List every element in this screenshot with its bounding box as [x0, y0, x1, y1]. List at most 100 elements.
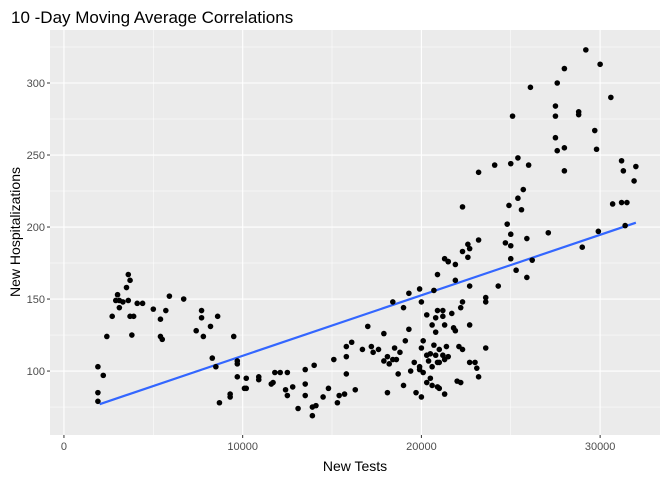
- data-point: [284, 369, 291, 376]
- data-point: [509, 113, 516, 119]
- data-point: [311, 362, 317, 369]
- data-point: [150, 306, 157, 312]
- data-point: [359, 346, 366, 353]
- axis-ticks: 0 10000 20000 30000 100 150 200 250 300: [27, 78, 616, 453]
- data-point: [416, 286, 423, 292]
- data-point: [313, 402, 319, 409]
- data-point: [609, 201, 616, 207]
- data-point: [193, 327, 199, 334]
- data-point: [475, 237, 482, 243]
- data-point: [432, 352, 439, 359]
- data-point: [402, 338, 409, 344]
- data-point: [284, 392, 291, 399]
- data-point: [420, 369, 426, 376]
- data-point: [234, 361, 241, 367]
- data-point: [618, 199, 625, 206]
- data-point: [200, 333, 207, 340]
- data-point: [400, 304, 407, 311]
- data-point: [395, 371, 401, 377]
- data-point: [216, 399, 223, 406]
- data-point: [622, 222, 628, 229]
- data-point: [591, 127, 598, 134]
- data-point: [507, 242, 514, 249]
- data-point: [214, 313, 221, 320]
- data-point: [331, 356, 337, 363]
- data-point: [343, 343, 350, 350]
- data-point: [620, 168, 627, 174]
- data-point: [440, 313, 446, 320]
- y-tick-label: 200: [27, 222, 45, 234]
- data-point: [441, 322, 448, 328]
- data-point: [459, 346, 466, 353]
- data-point: [95, 398, 101, 405]
- data-point: [527, 84, 534, 91]
- data-point: [343, 353, 350, 360]
- data-point: [407, 368, 414, 374]
- data-point: [207, 323, 214, 330]
- data-point: [429, 322, 435, 328]
- chart-title: 10 -Day Moving Average Correlations: [11, 8, 293, 27]
- data-point: [618, 157, 625, 164]
- data-point: [289, 384, 296, 390]
- data-point: [431, 342, 437, 348]
- data-point: [230, 333, 237, 340]
- data-point: [127, 277, 133, 284]
- data-point: [123, 284, 130, 291]
- data-point: [561, 65, 568, 72]
- data-point: [425, 358, 432, 364]
- data-point: [608, 94, 614, 101]
- data-point: [391, 345, 398, 351]
- data-point: [348, 339, 355, 346]
- data-point: [552, 134, 559, 141]
- data-point: [418, 345, 425, 351]
- data-point: [213, 363, 219, 370]
- data-point: [518, 206, 525, 213]
- data-point: [209, 355, 216, 361]
- data-point: [295, 405, 301, 412]
- data-point: [381, 358, 387, 364]
- data-point: [432, 314, 439, 321]
- trend-line-group: [99, 221, 637, 406]
- data-point: [95, 363, 101, 370]
- data-point: [320, 394, 326, 400]
- points-group: [95, 47, 639, 419]
- x-tick-label: 20000: [406, 441, 437, 453]
- data-point: [452, 277, 459, 284]
- data-point: [427, 350, 434, 357]
- data-point: [459, 204, 466, 210]
- data-point: [309, 412, 316, 419]
- data-point: [465, 241, 471, 248]
- trend-line: [99, 221, 637, 406]
- data-point: [474, 365, 480, 371]
- plot-panel: [50, 30, 660, 435]
- data-point: [466, 359, 473, 366]
- data-point: [234, 374, 241, 380]
- data-point: [384, 353, 391, 360]
- data-point: [336, 392, 342, 399]
- data-point: [384, 389, 391, 396]
- data-point: [466, 322, 473, 328]
- data-point: [452, 327, 459, 334]
- data-point: [400, 382, 407, 389]
- data-point: [343, 371, 350, 377]
- data-point: [502, 240, 509, 246]
- data-point: [595, 228, 602, 235]
- data-point: [507, 160, 514, 167]
- data-point: [466, 283, 473, 289]
- data-point: [431, 287, 437, 294]
- data-point: [406, 290, 412, 297]
- data-point: [139, 300, 146, 307]
- data-point: [429, 363, 435, 370]
- data-point: [482, 299, 489, 305]
- data-point: [393, 356, 400, 363]
- data-point: [552, 103, 559, 109]
- data-point: [125, 271, 132, 278]
- data-point: [420, 338, 426, 344]
- data-point: [515, 155, 521, 161]
- data-point: [579, 244, 586, 250]
- data-point: [268, 381, 275, 387]
- data-point: [597, 61, 603, 68]
- data-point: [243, 385, 250, 392]
- x-axis-title: New Tests: [323, 458, 387, 474]
- data-point: [423, 312, 430, 318]
